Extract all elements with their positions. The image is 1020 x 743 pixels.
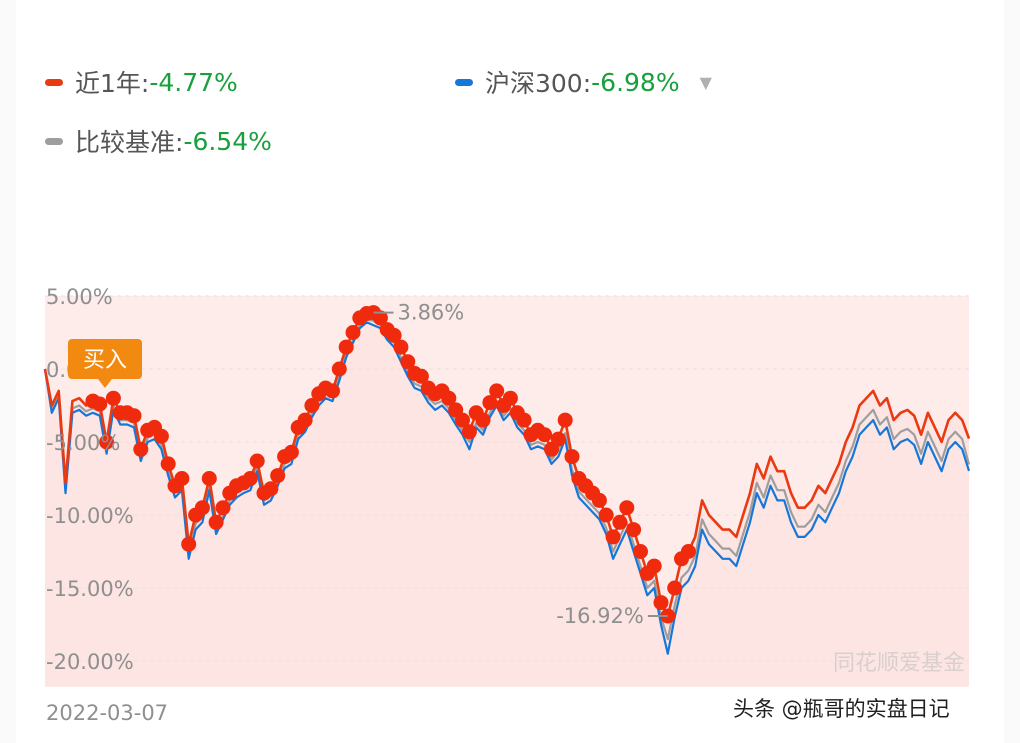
y-tick-label: -10.00% [46,504,134,528]
trade-marker [153,428,169,444]
legend-item-benchmark: 比较基准: -6.54% [45,123,272,159]
app-watermark: 同花顺爱基金 [833,651,965,676]
trade-marker [441,390,457,406]
trade-marker [633,544,648,559]
buy-tag-pointer [98,379,112,388]
trade-marker [331,361,347,377]
trade-marker [270,468,286,484]
legend-item-period: 近1年: -4.77% [45,64,238,100]
trade-marker [550,431,566,447]
trade-marker [263,481,279,497]
y-tick-label: 5.00% [46,285,113,309]
x-tick-label: 2022-03-07 [46,701,168,725]
trade-marker [345,325,361,340]
trade-marker [297,412,313,428]
trade-marker [372,310,388,326]
trade-marker [475,412,491,428]
trade-marker [105,390,121,406]
trade-marker [160,456,176,472]
series-swatch-gray [45,137,63,145]
trade-marker [557,412,573,428]
trade-marker [626,522,642,538]
max-label: 3.86% [398,301,465,325]
triangle-down-icon[interactable]: ▼ [699,72,712,92]
trade-marker [516,412,532,428]
trade-marker [564,449,580,465]
trade-marker [489,383,505,399]
trade-marker [646,558,662,574]
trade-marker [325,383,340,399]
series-swatch-red [45,78,63,86]
legend-label: 沪深300: [485,69,592,98]
trade-marker [99,434,115,450]
min-label: -16.92% [556,604,644,628]
legend-value: -6.54% [183,126,272,156]
trade-marker [92,396,108,412]
source-watermark: 头条 @瓶哥的实盘日记 [733,697,950,721]
trade-markers [85,305,696,624]
trade-marker [215,500,231,516]
series-line-1 [43,321,971,655]
trade-marker [455,412,470,428]
y-tick-label: -20.00% [46,650,134,674]
trade-marker [133,441,149,457]
series-area [45,312,969,686]
trade-marker [249,453,265,469]
trade-marker [393,339,409,355]
trade-marker [283,444,299,460]
legend-value: -4.77% [149,67,238,97]
trade-marker [181,536,197,552]
trade-marker [598,507,614,523]
trade-marker [591,492,607,508]
trade-marker [338,339,354,355]
y-tick-label: -15.00% [46,577,134,601]
trade-marker [605,529,621,545]
trade-marker [461,424,477,440]
trade-marker [208,514,224,530]
trade-marker [126,408,142,424]
trade-marker [482,395,498,411]
trade-marker [386,327,402,343]
trade-marker [242,471,258,486]
y-tick-label: -5.00% [46,431,120,455]
series-swatch-blue [455,78,473,86]
trade-marker [619,500,635,516]
trade-marker [413,368,429,384]
trade-marker [400,354,416,370]
legend-value: -6.98% [591,67,680,97]
legend-label: 比较基准: [75,128,184,157]
trade-marker [194,500,210,516]
trade-marker [653,595,669,611]
legend-item-hs300[interactable]: 沪深300: -6.98% ▼ [455,64,712,100]
buy-tag-label: 买入 [83,348,127,373]
legend-label: 近1年: [75,69,150,98]
trade-marker [667,580,683,596]
trade-marker [174,471,190,486]
buy-tag [68,339,142,379]
trade-marker [201,471,217,486]
trade-marker [304,398,320,413]
trade-marker [537,427,553,443]
trade-marker [612,514,628,530]
trade-marker [680,544,696,559]
series-area-fill [45,312,969,686]
trade-marker [502,390,518,406]
